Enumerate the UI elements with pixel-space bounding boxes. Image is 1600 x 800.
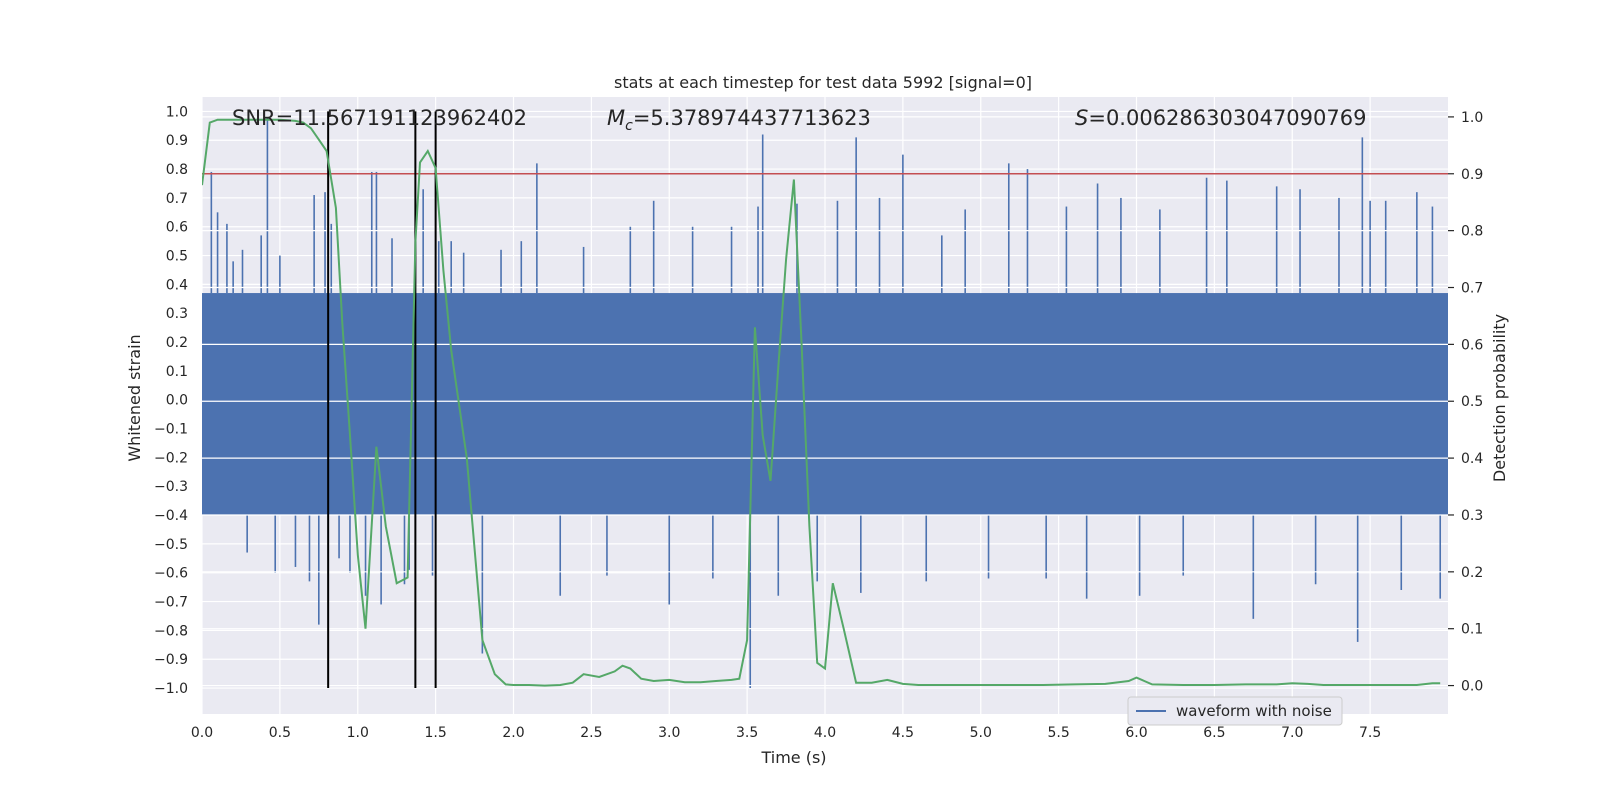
- y-left-tick-label: 0.3: [166, 306, 188, 322]
- snr-annotation: SNR=11.567191123962402: [232, 106, 527, 130]
- x-tick-label: 0.5: [269, 725, 291, 741]
- x-tick-label: 4.5: [892, 725, 914, 741]
- y-left-tick-label: −0.3: [154, 479, 188, 495]
- y-left-tick-label: 0.1: [166, 364, 188, 380]
- s-annotation: S=0.006286303047090769: [1075, 106, 1366, 130]
- x-tick-label: 5.5: [1047, 725, 1069, 741]
- chirp-mass-symbol: M: [607, 106, 625, 130]
- x-tick-label: 5.0: [970, 725, 992, 741]
- x-tick-label: 1.5: [424, 725, 446, 741]
- x-tick-label: 1.0: [347, 725, 369, 741]
- y-left-tick-label: −0.8: [154, 623, 188, 639]
- chirp-mass-value: =5.378974437713623: [633, 106, 871, 130]
- y-left-tick-label: 0.0: [166, 393, 188, 409]
- x-axis-title: Time (s): [760, 748, 826, 767]
- x-axis-ticks: 0.0 0.5 1.0 1.5 2.0 2.5 3.0 3.5 4.0 4.5 5.0 5.5 6.0 6…: [191, 725, 1381, 741]
- y-left-tick-label: −0.6: [154, 566, 188, 582]
- y-right-tick-label: 0.3: [1461, 508, 1483, 524]
- x-tick-label: 0.0: [191, 725, 213, 741]
- y-right-tick-label: 0.4: [1461, 451, 1483, 467]
- y-left-tick-label: −0.5: [154, 537, 188, 553]
- s-value: =0.006286303047090769: [1088, 106, 1366, 130]
- y-left-tick-label: 1.0: [166, 104, 188, 120]
- detection-probability-line: [202, 118, 1441, 687]
- event-lines: [327, 111, 437, 689]
- y-left-axis-title: Whitened strain: [125, 334, 144, 461]
- y-left-tick-label: −0.2: [154, 450, 188, 466]
- legend-box: [1127, 696, 1343, 726]
- legend: waveform with noise: [1127, 696, 1343, 726]
- y-right-tick-label: 1.0: [1461, 110, 1483, 126]
- y-left-tick-label: 0.4: [166, 277, 188, 293]
- y-right-axis-ticks: 1.0 0.9 0.8 0.7 0.6 0.5 0.4 0.3 0.2 0.1 0.0: [1448, 110, 1483, 695]
- y-right-tick-label: 0.8: [1461, 224, 1483, 240]
- y-right-tick-label: 0.1: [1461, 622, 1483, 638]
- y-left-tick-label: −0.4: [154, 508, 188, 524]
- y-right-axis-title: Detection probability: [1490, 314, 1509, 482]
- chart-title: stats at each timestep for test data 599…: [614, 73, 1032, 92]
- x-tick-label: 6.5: [1203, 725, 1225, 741]
- s-symbol: S: [1075, 106, 1088, 130]
- y-left-tick-label: 0.7: [166, 191, 188, 207]
- x-tick-label: 7.5: [1359, 725, 1381, 741]
- waveform-noise-band: [202, 293, 1448, 516]
- y-left-tick-label: 0.9: [166, 133, 188, 149]
- y-left-tick-label: 0.5: [166, 249, 188, 265]
- y-right-tick-label: 0.0: [1461, 679, 1483, 695]
- y-left-tick-label: 0.6: [166, 220, 188, 236]
- y-left-tick-label: −0.1: [154, 422, 188, 438]
- y-right-tick-label: 0.6: [1461, 337, 1483, 353]
- y-right-tick-label: 0.9: [1461, 167, 1483, 183]
- y-left-tick-label: 0.8: [166, 162, 188, 178]
- y-left-tick-label: 0.2: [166, 335, 188, 351]
- x-tick-label: 2.5: [580, 725, 602, 741]
- x-tick-label: 6.0: [1125, 725, 1147, 741]
- y-right-tick-label: 0.7: [1461, 281, 1483, 297]
- chirp-mass-annotation: Mc=5.378974437713623: [607, 106, 871, 134]
- legend-label: waveform with noise: [1176, 702, 1332, 720]
- y-left-tick-label: −1.0: [154, 681, 188, 697]
- x-tick-label: 3.0: [658, 725, 680, 741]
- x-tick-label: 3.5: [736, 725, 758, 741]
- y-left-tick-label: −0.7: [154, 595, 188, 611]
- chirp-mass-subscript: c: [625, 118, 633, 134]
- y-left-tick-label: −0.9: [154, 652, 188, 668]
- x-tick-label: 4.0: [814, 725, 836, 741]
- y-right-tick-label: 0.5: [1461, 394, 1483, 410]
- x-tick-label: 2.0: [502, 725, 524, 741]
- x-tick-label: 7.0: [1281, 725, 1303, 741]
- y-left-axis-ticks: 1.0 0.9 0.8 0.7 0.6 0.5 0.4 0.3 0.2 0.1 0.0 −0.1 −0.…: [154, 104, 188, 697]
- y-right-tick-label: 0.2: [1461, 565, 1483, 581]
